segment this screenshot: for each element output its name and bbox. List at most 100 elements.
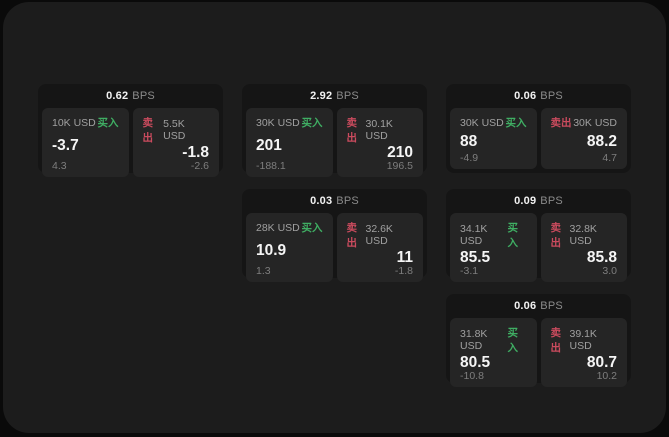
buy-label: 买入 xyxy=(507,222,519,249)
buy-panel-top: 30K USD 买入 xyxy=(460,115,527,130)
quote-card: 0.03 BPS 28K USD 买入 10.9 1.3 卖出 32.6K US… xyxy=(242,189,427,282)
bps-header: 0.09 BPS xyxy=(450,189,627,213)
sell-sub-value: 4.7 xyxy=(602,151,617,164)
sell-size: 5.5K USD xyxy=(163,118,186,142)
buy-panel-top: 31.8K USD 买入 xyxy=(460,325,527,355)
buy-size: 30K USD xyxy=(256,116,300,129)
sell-panel[interactable]: 卖出 32.6K USD 11 -1.8 xyxy=(336,213,423,282)
buy-panel[interactable]: 30K USD 买入 201 -188.1 xyxy=(246,108,333,177)
bps-value: 0.62 xyxy=(106,90,129,102)
sell-label: 卖出 xyxy=(346,117,358,144)
bps-suffix-label: BPS xyxy=(336,90,359,102)
buy-panel[interactable]: 28K USD 买入 10.9 1.3 xyxy=(246,213,333,282)
sell-sub-value: -1.8 xyxy=(394,264,413,277)
buy-sub-value: 4.3 xyxy=(52,159,67,172)
sell-price: 88.2 xyxy=(586,132,617,150)
buy-price: -3.7 xyxy=(52,136,79,154)
sell-price: -1.8 xyxy=(182,144,209,161)
buy-size: 30K USD xyxy=(460,116,504,129)
sell-label: 卖出 xyxy=(142,117,154,144)
sell-price: 80.7 xyxy=(586,354,617,371)
bps-header: 2.92 BPS xyxy=(246,84,423,108)
sell-price: 210 xyxy=(387,144,413,161)
buy-panel[interactable]: 31.8K USD 买入 80.5 -10.8 xyxy=(450,318,537,387)
buy-panel-top: 10K USD 买入 xyxy=(52,115,119,130)
bps-value: 0.06 xyxy=(514,300,537,312)
quote-body: 10K USD 买入 -3.7 4.3 卖出 5.5K USD -1.8 -2.… xyxy=(42,108,219,177)
quote-body: 30K USD 买入 88 -4.9 卖出 30K USD 88.2 4.7 xyxy=(450,108,627,169)
buy-size: 28K USD xyxy=(256,221,300,234)
sell-sub-value: 3.0 xyxy=(602,264,617,277)
quote-card: 0.06 BPS 30K USD 买入 88 -4.9 卖出 30K USD xyxy=(446,84,631,173)
buy-size: 34.1K USD xyxy=(460,223,488,247)
bps-header: 0.06 BPS xyxy=(450,84,627,108)
sell-price: 11 xyxy=(396,249,413,266)
sell-sub-value: 196.5 xyxy=(386,159,413,172)
sell-label: 卖出 xyxy=(550,222,562,249)
sell-label: 卖出 xyxy=(346,222,358,249)
quote-grid: 0.62 BPS 10K USD 买入 -3.7 4.3 卖出 5.5K USD xyxy=(38,84,631,387)
bps-suffix-label: BPS xyxy=(132,90,155,102)
sell-sub-value: 10.2 xyxy=(596,369,617,382)
sell-size: 32.6K USD xyxy=(365,223,393,247)
buy-price: 201 xyxy=(256,136,282,154)
quote-card: 0.09 BPS 34.1K USD 买入 85.5 -3.1 卖出 32.8K… xyxy=(446,189,631,282)
sell-price: 85.8 xyxy=(586,249,617,266)
buy-label: 买入 xyxy=(505,117,527,129)
buy-panel[interactable]: 10K USD 买入 -3.7 4.3 xyxy=(42,108,129,177)
bps-value: 0.06 xyxy=(514,90,537,102)
app-panel: 0.62 BPS 10K USD 买入 -3.7 4.3 卖出 5.5K USD xyxy=(3,2,666,433)
buy-label: 买入 xyxy=(507,327,519,354)
buy-label: 买入 xyxy=(97,117,119,129)
sell-size: 30K USD xyxy=(573,116,617,129)
buy-sub-value: -4.9 xyxy=(460,151,479,164)
sell-panel-top: 卖出 5.5K USD xyxy=(143,115,210,145)
buy-price: 85.5 xyxy=(460,249,491,266)
sell-label: 卖出 xyxy=(550,327,562,354)
bps-suffix-label: BPS xyxy=(336,195,359,207)
quote-body: 28K USD 买入 10.9 1.3 卖出 32.6K USD 11 -1.8 xyxy=(246,213,423,282)
buy-size: 31.8K USD xyxy=(460,328,488,352)
buy-price: 80.5 xyxy=(460,354,491,371)
sell-panel-top: 卖出 32.8K USD xyxy=(551,220,618,250)
quote-card: 2.92 BPS 30K USD 买入 201 -188.1 卖出 30.1K … xyxy=(242,84,427,177)
bps-suffix-label: BPS xyxy=(540,90,563,102)
sell-label: 卖出 xyxy=(550,117,572,129)
sell-panel[interactable]: 卖出 5.5K USD -1.8 -2.6 xyxy=(132,108,219,177)
buy-sub-value: -3.1 xyxy=(460,264,479,277)
sell-panel[interactable]: 卖出 30.1K USD 210 196.5 xyxy=(336,108,423,177)
bps-suffix-label: BPS xyxy=(540,195,563,207)
bps-value: 0.03 xyxy=(310,195,333,207)
sell-size: 30.1K USD xyxy=(365,118,393,142)
buy-panel-top: 34.1K USD 买入 xyxy=(460,220,527,250)
buy-panel-top: 30K USD 买入 xyxy=(256,115,323,130)
buy-label: 买入 xyxy=(301,117,323,129)
sell-panel-top: 卖出 30.1K USD xyxy=(347,115,414,145)
buy-size: 10K USD xyxy=(52,116,96,129)
sell-panel-top: 卖出 32.6K USD xyxy=(347,220,414,250)
quote-body: 34.1K USD 买入 85.5 -3.1 卖出 32.8K USD 85.8… xyxy=(450,213,627,282)
sell-panel[interactable]: 卖出 39.1K USD 80.7 10.2 xyxy=(540,318,627,387)
buy-panel[interactable]: 30K USD 买入 88 -4.9 xyxy=(450,108,537,169)
sell-panel-top: 卖出 39.1K USD xyxy=(551,325,618,355)
buy-sub-value: -188.1 xyxy=(256,159,286,172)
buy-label: 买入 xyxy=(301,222,323,234)
bps-header: 0.03 BPS xyxy=(246,189,423,213)
buy-sub-value: -10.8 xyxy=(460,369,484,382)
sell-size: 39.1K USD xyxy=(569,328,597,352)
quote-card: 0.06 BPS 31.8K USD 买入 80.5 -10.8 卖出 39.1… xyxy=(446,294,631,387)
buy-panel-top: 28K USD 买入 xyxy=(256,220,323,235)
bps-suffix-label: BPS xyxy=(540,300,563,312)
quote-body: 30K USD 买入 201 -188.1 卖出 30.1K USD 210 1… xyxy=(246,108,423,177)
bps-value: 0.09 xyxy=(514,195,537,207)
bps-header: 0.62 BPS xyxy=(42,84,219,108)
bps-value: 2.92 xyxy=(310,90,333,102)
sell-panel[interactable]: 卖出 32.8K USD 85.8 3.0 xyxy=(540,213,627,282)
sell-panel-top: 卖出 30K USD xyxy=(551,115,618,130)
buy-price: 10.9 xyxy=(256,241,287,259)
buy-panel[interactable]: 34.1K USD 买入 85.5 -3.1 xyxy=(450,213,537,282)
bps-header: 0.06 BPS xyxy=(450,294,627,318)
sell-panel[interactable]: 卖出 30K USD 88.2 4.7 xyxy=(540,108,627,169)
sell-size: 32.8K USD xyxy=(569,223,597,247)
quote-card: 0.62 BPS 10K USD 买入 -3.7 4.3 卖出 5.5K USD xyxy=(38,84,223,177)
